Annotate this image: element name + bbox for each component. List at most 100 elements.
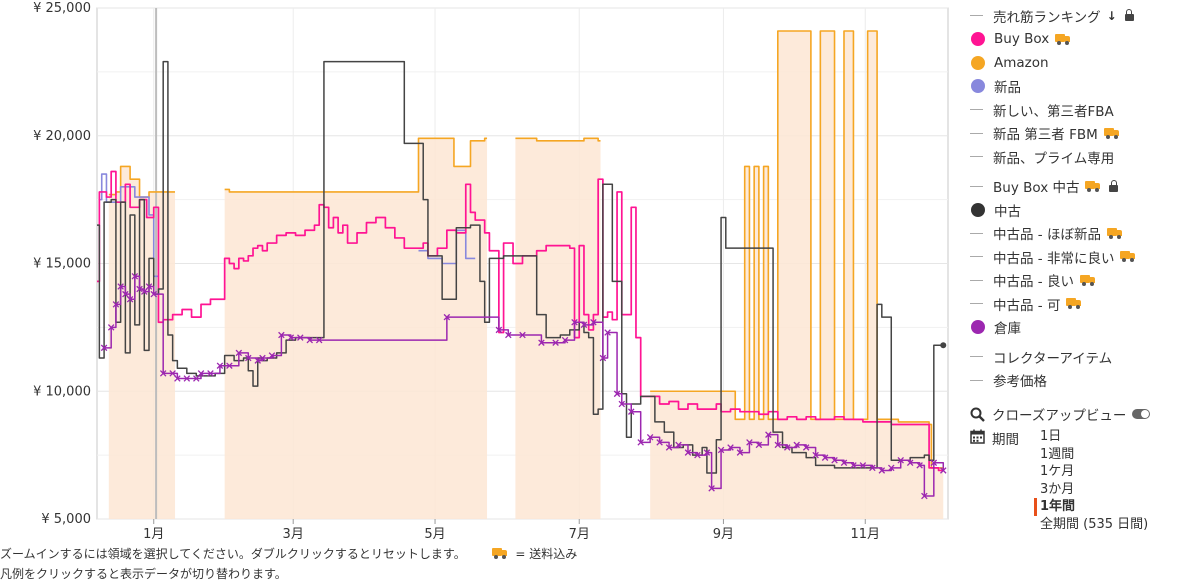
warehouse-point <box>216 362 224 369</box>
warehouse-point <box>940 467 947 474</box>
legend-label: 中古品 - ほぼ新品 <box>993 227 1101 244</box>
warehouse-point <box>665 444 673 451</box>
legend-item[interactable]: Amazon <box>970 51 1198 75</box>
warehouse-point <box>783 444 791 451</box>
warehouse-point-stroke <box>131 273 139 280</box>
legend-label: 売れ筋ランキング <box>993 9 1101 26</box>
closeup-view-row[interactable]: クローズアップビュー <box>970 402 1198 426</box>
legend-item[interactable]: Buy Box 中古 <box>970 175 1198 199</box>
warehouse-point <box>618 400 626 408</box>
amazon-area <box>224 138 488 519</box>
warehouse-point-stroke <box>831 456 838 464</box>
period-option[interactable]: 全期間 (535 日間) <box>1040 516 1149 532</box>
warehouse-point-stroke <box>495 326 503 334</box>
warehouse-point <box>183 375 191 382</box>
warehouse-point-stroke <box>765 431 772 438</box>
warehouse-point <box>150 290 157 298</box>
legend-item[interactable]: 新品、プライム専用 <box>970 145 1198 169</box>
shipping-truck-icon <box>1055 33 1071 45</box>
warehouse-point <box>656 439 663 446</box>
warehouse-point-stroke <box>717 446 725 454</box>
warehouse-point <box>916 462 923 469</box>
legend-label: 新しい、第三者FBA <box>993 103 1114 120</box>
warehouse-point-stroke <box>727 444 734 451</box>
warehouse-point <box>306 336 314 344</box>
price-history-chart[interactable]: ¥ 5,000¥ 10,000¥ 15,000¥ 20,000¥ 25,000 … <box>0 0 960 540</box>
lock-icon <box>1124 9 1134 22</box>
zoom-hint-row: ズームインするには領域を選択してください。ダブルクリックするとリセットします。 … <box>0 545 577 562</box>
warehouse-point-stroke <box>897 456 904 464</box>
warehouse-point-stroke <box>850 462 857 469</box>
warehouse-point <box>112 301 120 308</box>
warehouse-point <box>159 370 167 377</box>
legend-item[interactable]: 新しい、第三者FBA <box>970 98 1198 122</box>
legend-item[interactable]: 売れ筋ランキング ↓ <box>970 4 1198 28</box>
warehouse-point-stroke <box>136 285 143 293</box>
warehouse-point <box>765 431 772 438</box>
legend-item[interactable]: 新品 第三者 FBM <box>970 122 1198 146</box>
x-axis: 1月 3月 5月 7月 9月 11月 <box>143 519 880 540</box>
amazon-line <box>650 30 944 469</box>
warehouse-point-stroke <box>306 336 314 344</box>
warehouse-point <box>571 319 578 326</box>
warehouse-point-stroke <box>675 441 682 449</box>
legend-dot-icon <box>971 202 985 217</box>
legend-item[interactable]: 新品 <box>970 75 1198 99</box>
legend-item[interactable]: 参考価格 <box>970 369 1198 393</box>
warehouse-point-stroke <box>259 354 266 362</box>
warehouse-point-stroke <box>117 283 124 290</box>
warehouse-point <box>831 456 838 464</box>
legend-item[interactable]: 倉庫 <box>970 316 1198 340</box>
legend-dash-icon <box>970 15 983 17</box>
lock-icon <box>1109 179 1119 192</box>
period-option[interactable]: 1ケ月 <box>1040 464 1075 479</box>
legend-dash-icon <box>970 232 983 234</box>
warehouse-point-stroke <box>708 485 715 492</box>
warehouse-point-stroke <box>793 441 800 449</box>
period-selector: 期間 1日 1週間 1ケ月 3か月 1年間 全期間 (535 日間) <box>970 428 1198 533</box>
legend-item[interactable]: 中古品 - ほぼ新品 <box>970 222 1198 246</box>
warehouse-point-stroke <box>774 441 782 449</box>
warehouse-point <box>793 441 800 449</box>
legend-item[interactable]: 中古品 - 非常に良い <box>970 245 1198 269</box>
x-tick-label: 9月 <box>713 527 734 540</box>
warehouse-point <box>245 354 252 362</box>
warehouse-point-stroke <box>802 444 810 451</box>
warehouse-point <box>637 439 644 446</box>
legend-item[interactable]: 中古 <box>970 198 1198 222</box>
used-line <box>97 60 944 474</box>
y-tick-label: ¥ 5,000 <box>41 512 91 527</box>
period-option[interactable]: 3か月 <box>1040 481 1075 497</box>
warehouse-point-stroke <box>783 444 791 451</box>
period-option[interactable]: 1年間 <box>1034 498 1148 516</box>
warehouse-point <box>604 329 611 336</box>
legend-item[interactable]: 中古品 - 良い <box>970 269 1198 293</box>
legend-item[interactable]: コレクターアイテム <box>970 345 1198 369</box>
warehouse-point <box>235 349 243 357</box>
warehouse-point-stroke <box>519 331 526 339</box>
legend-label: 中古品 - 非常に良い <box>993 250 1115 267</box>
warehouse-point-stroke <box>538 339 545 346</box>
legend-dash-icon <box>970 132 983 134</box>
legend-dash-icon <box>970 303 983 305</box>
warehouse-point <box>197 370 205 377</box>
legend-item[interactable]: Buy Box <box>970 28 1198 52</box>
warehouse-point <box>495 326 503 334</box>
period-option[interactable]: 1週間 <box>1040 446 1075 462</box>
closeup-toggle-icon[interactable] <box>1132 409 1151 419</box>
legend-label: Buy Box <box>994 31 1050 48</box>
legend-dash-icon <box>970 279 983 281</box>
warehouse-point <box>268 352 276 359</box>
x-tick-label: 1月 <box>143 527 164 540</box>
sort-icon[interactable]: ↓ <box>1106 8 1117 23</box>
warehouse-point-stroke <box>268 352 276 359</box>
series-lines <box>97 30 945 497</box>
warehouse-point <box>708 485 715 492</box>
period-option[interactable]: 1日 <box>1040 429 1062 444</box>
warehouse-point-stroke <box>226 362 233 369</box>
legend-item[interactable]: 中古品 - 可 <box>970 292 1198 316</box>
shipping-hint: = 送料込み <box>515 547 578 561</box>
warehouse-point-stroke <box>888 464 895 472</box>
warehouse-point-stroke <box>235 349 243 357</box>
warehouse-point-stroke <box>145 283 153 290</box>
